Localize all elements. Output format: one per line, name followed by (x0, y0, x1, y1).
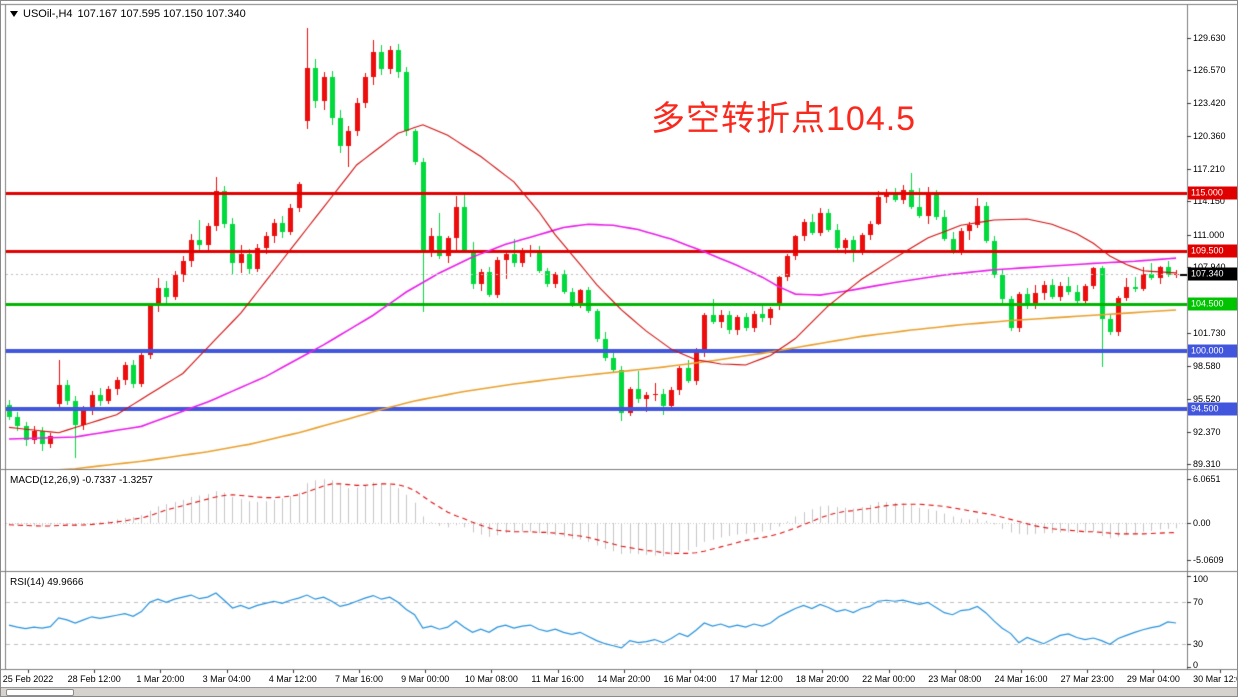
time-axis-label: 30 Mar 12:00 (1193, 674, 1237, 684)
time-axis-label: 1 Mar 20:00 (136, 674, 185, 684)
time-axis-label: 18 Mar 20:00 (795, 674, 849, 684)
time-axis-label: 25 Feb 2022 (2, 674, 54, 684)
symbol-title: USOil-,H4 107.167 107.595 107.150 107.34… (10, 8, 246, 20)
macd-indicator-label: MACD(12,26,9) -0.7337 -1.3257 (10, 475, 153, 486)
scrollbar-thumb[interactable] (6, 689, 74, 696)
price-tick-label: 98.580 (1193, 361, 1221, 372)
price-level-badge: 100.000 (1188, 344, 1237, 358)
price-tick-label: 101.730 (1193, 327, 1226, 338)
chart-menu-triangle-icon[interactable] (10, 11, 18, 17)
time-axis-label: 14 Mar 20:00 (597, 674, 651, 684)
macd-tick-label: -5.0609 (1193, 554, 1224, 565)
time-axis-label: 23 Mar 08:00 (928, 674, 982, 684)
rsi-indicator-label: RSI(14) 49.9666 (10, 577, 84, 588)
time-axis-label: 16 Mar 04:00 (663, 674, 717, 684)
time-axis-label: 24 Mar 16:00 (994, 674, 1048, 684)
time-axis-label: 10 Mar 08:00 (464, 674, 518, 684)
time-axis-label: 29 Mar 04:00 (1126, 674, 1180, 684)
macd-tick-label: 0.00 (1193, 518, 1211, 528)
time-axis-label: 7 Mar 16:00 (334, 674, 384, 684)
time-axis-label: 27 Mar 23:00 (1060, 674, 1114, 684)
price-tick-label: 123.420 (1193, 98, 1226, 109)
price-tick-label: 129.630 (1193, 32, 1226, 43)
price-level-badge: 109.500 (1188, 244, 1237, 258)
price-tick-label: 95.520 (1193, 393, 1221, 404)
time-axis-label: 9 Mar 00:00 (401, 674, 450, 684)
rsi-tick-label: 70 (1193, 597, 1204, 608)
ohlc-readout: 107.167 107.595 107.150 107.340 (77, 8, 246, 20)
price-tick-label: 126.570 (1193, 65, 1226, 76)
time-axis-label: 11 Mar 16:00 (531, 674, 584, 684)
horizontal-scrollbar (1, 687, 1237, 696)
price-level-badge: 94.500 (1188, 402, 1237, 416)
price-tick-label: 114.150 (1193, 196, 1225, 207)
time-axis-label: 17 Mar 12:00 (729, 674, 783, 684)
price-tick-label: 117.210 (1193, 164, 1225, 175)
rsi-tick-label: 0 (1193, 660, 1199, 670)
time-axis-label: 4 Mar 12:00 (268, 674, 317, 684)
time-axis-label: 22 Mar 00:00 (862, 674, 916, 684)
price-tick-label: 111.000 (1193, 229, 1225, 240)
rsi-tick-label: 30 (1193, 638, 1204, 649)
price-level-badge: 104.500 (1188, 297, 1237, 311)
macd-tick-label: 6.0651 (1193, 474, 1221, 485)
price-level-badge: 107.340 (1188, 267, 1237, 281)
price-tick-label: 92.370 (1193, 426, 1221, 437)
rsi-tick-label: 100 (1193, 574, 1209, 584)
symbol-name: USOil-,H4 (23, 8, 73, 20)
time-axis-label: 3 Mar 04:00 (202, 674, 251, 684)
price-level-badge: 115.000 (1188, 186, 1237, 199)
time-axis-label: 28 Feb 12:00 (67, 674, 121, 684)
price-tick-label: 120.360 (1193, 130, 1226, 141)
price-tick-label: 89.310 (1193, 459, 1221, 470)
price-annotation: 多空转折点104.5 (651, 100, 917, 138)
